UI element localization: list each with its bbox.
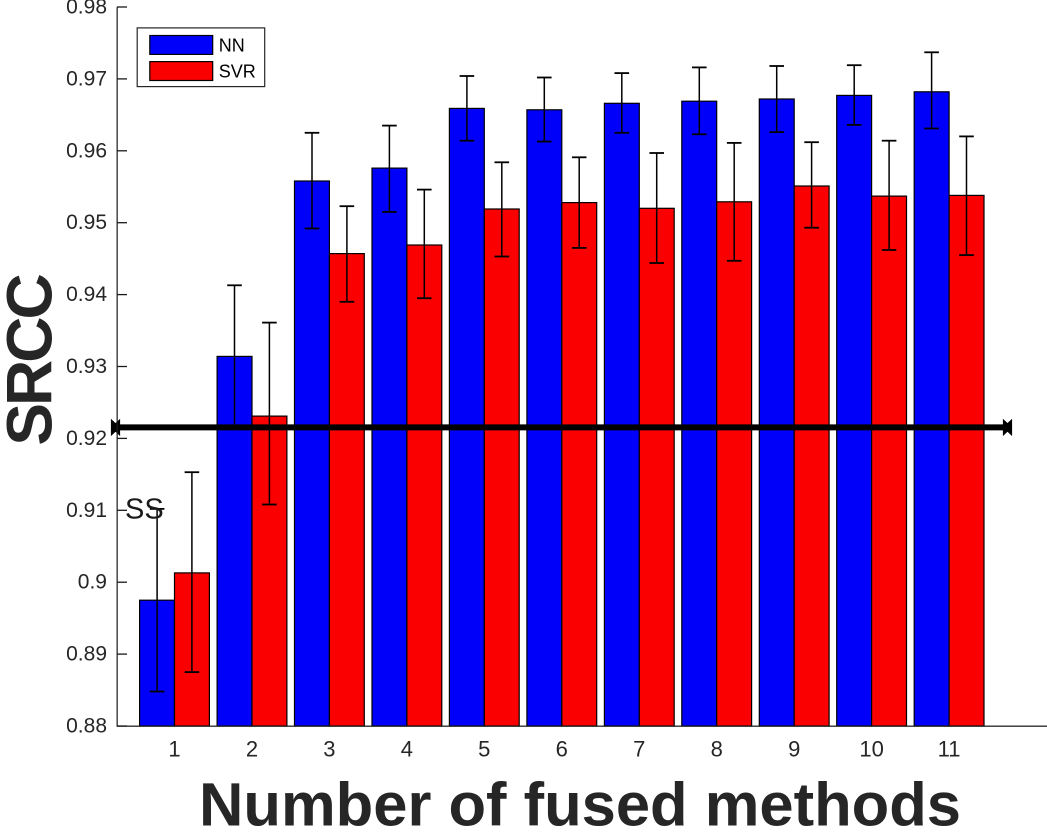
svg-text:10: 10 xyxy=(859,737,883,762)
svg-text:2: 2 xyxy=(246,737,258,762)
svg-text:8: 8 xyxy=(711,737,723,762)
svg-text:NN: NN xyxy=(219,36,245,56)
svg-text:0.88: 0.88 xyxy=(66,715,107,738)
svg-text:Number of fused methods: Number of fused methods xyxy=(199,770,961,827)
svg-text:6: 6 xyxy=(556,737,568,762)
svg-text:SRCC: SRCC xyxy=(0,275,66,446)
svg-text:0.97: 0.97 xyxy=(66,67,107,90)
svg-text:7: 7 xyxy=(633,737,645,762)
svg-text:0.98: 0.98 xyxy=(66,0,107,19)
svg-text:SS: SS xyxy=(125,494,164,526)
svg-text:0.91: 0.91 xyxy=(66,499,107,522)
svg-text:0.89: 0.89 xyxy=(66,643,107,666)
svg-text:4: 4 xyxy=(401,737,413,762)
svg-text:1: 1 xyxy=(168,737,180,762)
svg-text:0.96: 0.96 xyxy=(66,139,107,162)
svg-text:0.95: 0.95 xyxy=(66,211,107,234)
svg-text:0.94: 0.94 xyxy=(66,283,107,306)
svg-text:9: 9 xyxy=(788,737,800,762)
svg-text:0.92: 0.92 xyxy=(66,427,107,450)
svg-text:SVR: SVR xyxy=(219,62,256,82)
svg-text:11: 11 xyxy=(938,737,961,762)
svg-text:3: 3 xyxy=(323,737,335,762)
svg-text:5: 5 xyxy=(478,737,490,762)
svg-text:0.9: 0.9 xyxy=(78,571,107,594)
svg-text:0.93: 0.93 xyxy=(66,355,107,378)
